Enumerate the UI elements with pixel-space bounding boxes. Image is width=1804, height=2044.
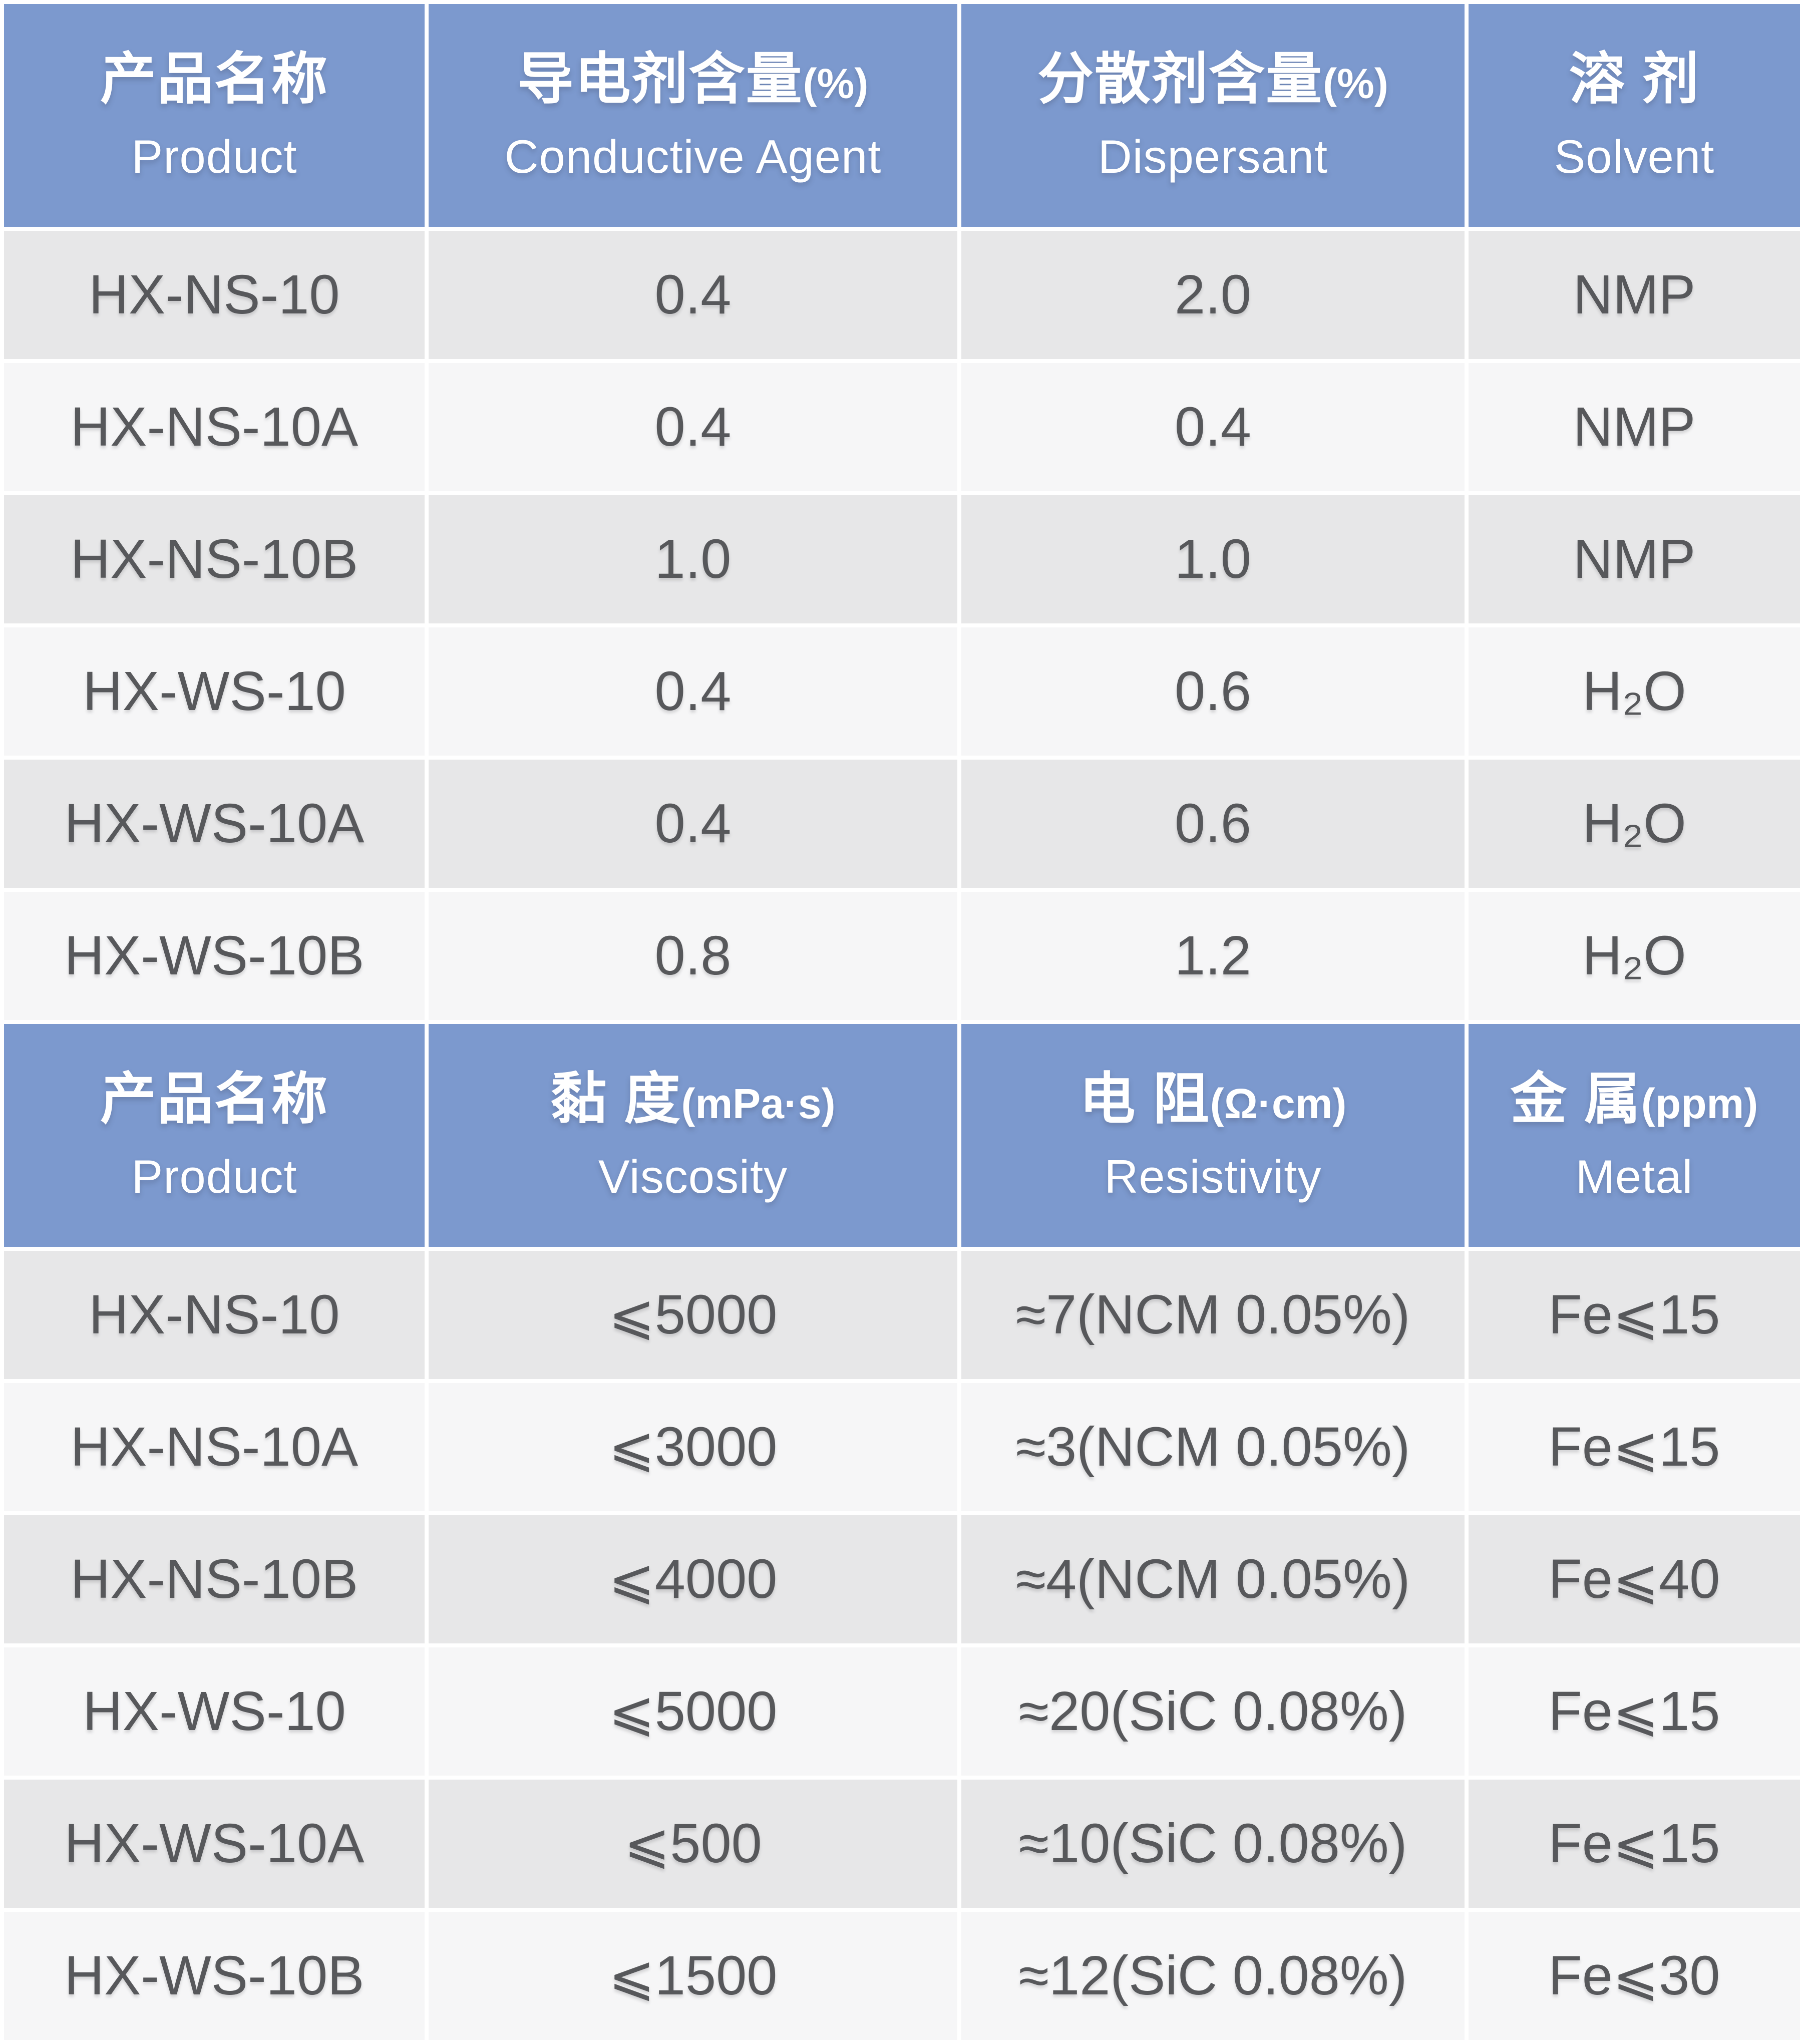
header-en: Viscosity [598, 1150, 788, 1203]
cell-conductive: 0.4 [429, 231, 957, 359]
cell-solvent: H₂O [1469, 627, 1800, 756]
cell-solvent: H₂O [1469, 760, 1800, 888]
cell-resistivity: ≈7(NCM 0.05%) [961, 1251, 1465, 1379]
cell-product: HX-NS-10 [4, 231, 425, 359]
cell-viscosity: ⩽500 [429, 1780, 957, 1908]
cell-conductive: 1.0 [429, 495, 957, 623]
cell-dispersant: 2.0 [961, 231, 1465, 359]
cell-solvent: NMP [1469, 495, 1800, 623]
cell-resistivity: ≈12(SiC 0.08%) [961, 1912, 1465, 2040]
cell-product: HX-WS-10B [4, 1912, 425, 2040]
header-zh: 溶 剂 [1569, 51, 1699, 107]
header-unit: (mPa·s) [681, 1080, 836, 1127]
header-zh: 导电剂含量 (%) [518, 51, 869, 107]
cell-metal: Fe⩽40 [1469, 1515, 1800, 1643]
cell-conductive: 0.4 [429, 627, 957, 756]
cell-product: HX-NS-10B [4, 495, 425, 623]
header-zh-text: 产品名称 [100, 47, 328, 110]
header-cell-product: 产品名称 Product [4, 1024, 425, 1247]
cell-metal: Fe⩽15 [1469, 1251, 1800, 1379]
header-cell-metal: 金 属 (ppm) Metal [1469, 1024, 1800, 1247]
header-en: Dispersant [1098, 130, 1328, 183]
header-zh-text: 分散剂含量 [1037, 47, 1323, 110]
cell-resistivity: ≈20(SiC 0.08%) [961, 1647, 1465, 1776]
header-zh: 金 属 (ppm) [1511, 1071, 1758, 1127]
cell-viscosity: ⩽3000 [429, 1383, 957, 1511]
cell-product: HX-NS-10B [4, 1515, 425, 1643]
header-zh: 分散剂含量 (%) [1037, 51, 1388, 107]
cell-resistivity: ≈3(NCM 0.05%) [961, 1383, 1465, 1511]
cell-dispersant: 1.2 [961, 892, 1465, 1020]
cell-dispersant: 0.6 [961, 760, 1465, 888]
header-en: Metal [1575, 1150, 1693, 1203]
cell-metal: Fe⩽30 [1469, 1912, 1800, 2040]
cell-dispersant: 1.0 [961, 495, 1465, 623]
cell-product: HX-NS-10A [4, 1383, 425, 1511]
properties-table: 产品名称 Product 黏 度 (mPa·s) Viscosity 电 阻 (Ω·… [4, 1024, 1800, 2040]
cell-resistivity: ≈4(NCM 0.05%) [961, 1515, 1465, 1643]
header-cell-viscosity: 黏 度 (mPa·s) Viscosity [429, 1024, 957, 1247]
header-zh-text: 产品名称 [100, 1067, 328, 1130]
cell-product: HX-NS-10A [4, 363, 425, 491]
cell-product: HX-WS-10A [4, 760, 425, 888]
cell-viscosity: ⩽4000 [429, 1515, 957, 1643]
header-zh: 电 阻 (Ω·cm) [1079, 1071, 1347, 1127]
cell-conductive: 0.4 [429, 363, 957, 491]
header-zh: 产品名称 [100, 1071, 328, 1127]
cell-viscosity: ⩽5000 [429, 1647, 957, 1776]
header-zh-text: 黏 度 [550, 1067, 681, 1130]
cell-product: HX-WS-10B [4, 892, 425, 1020]
header-en: Resistivity [1104, 1150, 1322, 1203]
cell-resistivity: ≈10(SiC 0.08%) [961, 1780, 1465, 1908]
cell-solvent: NMP [1469, 363, 1800, 491]
cell-viscosity: ⩽1500 [429, 1912, 957, 2040]
header-cell-resistivity: 电 阻 (Ω·cm) Resistivity [961, 1024, 1465, 1247]
header-cell-solvent: 溶 剂 Solvent [1469, 4, 1800, 227]
composition-table: 产品名称 Product 导电剂含量 (%) Conductive Agent 分… [4, 4, 1800, 1020]
header-zh-text: 溶 剂 [1569, 47, 1700, 110]
header-cell-dispersant: 分散剂含量 (%) Dispersant [961, 4, 1465, 227]
cell-metal: Fe⩽15 [1469, 1780, 1800, 1908]
header-cell-product: 产品名称 Product [4, 4, 425, 227]
cell-product: HX-WS-10 [4, 627, 425, 756]
header-zh-text: 金 属 [1510, 1067, 1641, 1130]
header-unit: (Ω·cm) [1210, 1080, 1347, 1127]
header-en: Product [131, 1150, 297, 1203]
header-unit: (ppm) [1641, 1080, 1758, 1127]
header-en: Product [131, 130, 297, 183]
cell-metal: Fe⩽15 [1469, 1647, 1800, 1776]
header-unit: (%) [803, 60, 869, 107]
header-cell-conductive-agent: 导电剂含量 (%) Conductive Agent [429, 4, 957, 227]
cell-conductive: 0.4 [429, 760, 957, 888]
cell-conductive: 0.8 [429, 892, 957, 1020]
header-zh: 产品名称 [100, 51, 328, 107]
cell-viscosity: ⩽5000 [429, 1251, 957, 1379]
header-zh-text: 导电剂含量 [517, 47, 803, 110]
header-en: Solvent [1554, 130, 1715, 183]
cell-dispersant: 0.4 [961, 363, 1465, 491]
cell-product: HX-NS-10 [4, 1251, 425, 1379]
header-en: Conductive Agent [504, 130, 882, 183]
cell-dispersant: 0.6 [961, 627, 1465, 756]
header-zh: 黏 度 (mPa·s) [550, 1071, 835, 1127]
header-unit: (%) [1323, 60, 1388, 107]
cell-solvent: H₂O [1469, 892, 1800, 1020]
cell-product: HX-WS-10 [4, 1647, 425, 1776]
header-zh-text: 电 阻 [1079, 1067, 1210, 1130]
cell-solvent: NMP [1469, 231, 1800, 359]
cell-metal: Fe⩽15 [1469, 1383, 1800, 1511]
cell-product: HX-WS-10A [4, 1780, 425, 1908]
